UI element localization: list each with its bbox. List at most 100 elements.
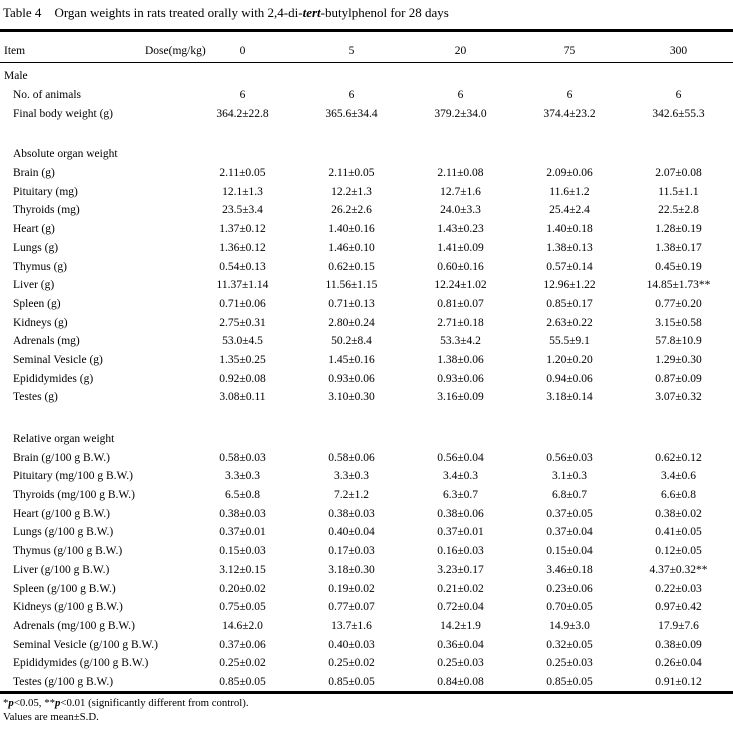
footnote-p-italic: p xyxy=(8,697,14,710)
cell-value: 7.2±1.2 xyxy=(333,489,370,502)
cell-value: 0.92±0.08 xyxy=(219,372,266,385)
table-row: Adrenals (mg/100 g B.W.) 14.6±2.0 13.7±1.6… xyxy=(0,617,733,636)
cell-value: 2.11±0.08 xyxy=(437,167,484,180)
cell-value: 0.37±0.05 xyxy=(546,507,593,520)
cell-value: 4.37±0.32** xyxy=(649,563,708,576)
cell-value: 0.36±0.04 xyxy=(437,638,484,651)
cell-value: 0.54±0.13 xyxy=(219,260,266,273)
cell-value: 0.25±0.02 xyxy=(328,657,375,670)
cell-value: 0.37±0.06 xyxy=(219,638,266,651)
table-row: Spleen (g/100 g B.W.) 0.20±0.02 0.19±0.02 0… xyxy=(0,579,733,598)
table-row: Spleen (g) 0.71±0.06 0.71±0.13 0.81±0.07 0.8… xyxy=(0,295,733,314)
cell-value: 0.15±0.04 xyxy=(546,545,593,558)
row-label: Thyroids (mg) xyxy=(13,204,80,217)
cell-value: 3.4±0.3 xyxy=(442,470,479,483)
table-row: Brain (g/100 g B.W.) 0.58±0.03 0.58±0.06 0.… xyxy=(0,448,733,467)
row-label: Heart (g) xyxy=(13,223,55,236)
cell-value: 3.3±0.3 xyxy=(224,470,261,483)
cell-value: 364.2±22.8 xyxy=(216,107,269,120)
row-label: No. of animals xyxy=(13,89,82,102)
cell-value: 0.19±0.02 xyxy=(328,582,375,595)
cell-value: 3.10±0.30 xyxy=(328,391,375,404)
footnote-p-italic: p xyxy=(55,697,61,710)
cell-value: 0.38±0.02 xyxy=(655,507,702,520)
cell-value: 55.5±9.1 xyxy=(549,335,590,348)
table-row: Testes (g/100 g B.W.) 0.85±0.05 0.85±0.05 0… xyxy=(0,673,733,692)
column-header-item: Item xyxy=(4,45,26,57)
table-row: Liver (g/100 g B.W.) 3.12±0.15 3.18±0.30 3.… xyxy=(0,561,733,580)
cell-value: 1.20±0.20 xyxy=(546,353,593,366)
cell-value: 2.09±0.06 xyxy=(546,167,593,180)
cell-value: 2.75±0.31 xyxy=(219,316,266,329)
cell-value: 0.94±0.06 xyxy=(546,372,593,385)
cell-value: 0.58±0.03 xyxy=(219,451,266,464)
table-row: Pituitary (mg/100 g B.W.) 3.3±0.3 3.3±0.3 3… xyxy=(0,467,733,486)
top-rule xyxy=(0,29,733,32)
footnote-part: * xyxy=(3,697,9,710)
table-row: Epididymides (g) 0.92±0.08 0.93±0.06 0.93±0… xyxy=(0,369,733,388)
table-row: Thyroids (mg) 23.5±3.4 26.2±2.6 24.0±3.3 25.… xyxy=(0,201,733,220)
cell-value: 365.6±34.4 xyxy=(325,107,378,120)
cell-value: 11.6±1.2 xyxy=(549,185,590,198)
row-label: Thymus (g) xyxy=(13,260,67,273)
cell-value: 0.16±0.03 xyxy=(437,545,484,558)
cell-value: 3.12±0.15 xyxy=(219,563,266,576)
row-label: Seminal Vesicle (g) xyxy=(13,353,103,366)
cell-value: 24.0±3.3 xyxy=(440,204,481,217)
cell-value: 0.25±0.02 xyxy=(219,657,266,670)
row-label: Adrenals (mg/100 g B.W.) xyxy=(13,619,135,632)
cell-value: 0.93±0.06 xyxy=(437,372,484,385)
row-label: Pituitary (mg) xyxy=(13,185,78,198)
cell-value: 0.77±0.07 xyxy=(328,601,375,614)
cell-value: 3.3±0.3 xyxy=(333,470,370,483)
cell-value: 3.46±0.18 xyxy=(546,563,593,576)
row-label: Brain (g/100 g B.W.) xyxy=(13,451,110,464)
cell-value: 6.5±0.8 xyxy=(224,489,261,502)
cell-value: 0.57±0.14 xyxy=(546,260,593,273)
row-label: Adrenals (mg) xyxy=(13,335,80,348)
section-heading-row: Relative organ weight xyxy=(0,430,733,449)
cell-value: 14.2±1.9 xyxy=(440,619,481,632)
cell-value: 1.40±0.16 xyxy=(328,223,375,236)
cell-value: 379.2±34.0 xyxy=(434,107,487,120)
header-rule xyxy=(0,62,733,63)
section-heading: Absolute organ weight xyxy=(13,148,118,161)
table-row: Lungs (g/100 g B.W.) 0.37±0.01 0.40±0.04 0.… xyxy=(0,523,733,542)
cell-value: 0.70±0.05 xyxy=(546,601,593,614)
cell-value: 0.45±0.19 xyxy=(655,260,702,273)
table-row: Pituitary (mg) 12.1±1.3 12.2±1.3 12.7±1.6 11… xyxy=(0,182,733,201)
column-header-dose-0: 0 xyxy=(239,45,246,57)
cell-value: 0.72±0.04 xyxy=(437,601,484,614)
cell-value: 3.4±0.6 xyxy=(660,470,697,483)
cell-value: 22.5±2.8 xyxy=(658,204,699,217)
cell-value: 1.40±0.18 xyxy=(546,223,593,236)
row-label: Spleen (g) xyxy=(13,297,61,310)
cell-value: 13.7±1.6 xyxy=(331,619,372,632)
cell-value: 0.62±0.15 xyxy=(328,260,375,273)
column-header-dose-75: 75 xyxy=(563,45,576,57)
cell-value: 0.75±0.05 xyxy=(219,601,266,614)
row-label: Liver (g) xyxy=(13,279,55,292)
cell-value: 0.85±0.17 xyxy=(546,297,593,310)
footnote-part: <0.05, ** xyxy=(13,697,55,710)
cell-value: 53.3±4.2 xyxy=(440,335,481,348)
column-header-dose-5: 5 xyxy=(348,45,355,57)
cell-value: 1.35±0.25 xyxy=(219,353,266,366)
cell-value: 1.36±0.12 xyxy=(219,241,266,254)
cell-value: 0.23±0.06 xyxy=(546,582,593,595)
cell-value: 1.41±0.09 xyxy=(437,241,484,254)
table-row: Kidneys (g/100 g B.W.) 0.75±0.05 0.77±0.07… xyxy=(0,598,733,617)
row-label: Lungs (g/100 g B.W.) xyxy=(13,526,114,539)
cell-value: 0.40±0.04 xyxy=(328,526,375,539)
cell-value: 11.5±1.1 xyxy=(658,185,699,198)
cell-value: 0.87±0.09 xyxy=(655,372,702,385)
cell-value: 0.84±0.08 xyxy=(437,675,484,688)
title-italic-word: tert xyxy=(302,5,321,20)
footnote-part: <0.01 (significantly different from cont… xyxy=(60,697,249,710)
cell-value: 0.38±0.09 xyxy=(655,638,702,651)
cell-value: 11.56±1.15 xyxy=(325,279,378,292)
table-row: No. of animals 6 6 6 6 6 xyxy=(0,86,733,105)
cell-value: 14.9±3.0 xyxy=(549,619,590,632)
table-header-row: Item Dose(mg/kg) 0 5 20 75 300 xyxy=(0,32,733,62)
cell-value: 17.9±7.6 xyxy=(658,619,699,632)
